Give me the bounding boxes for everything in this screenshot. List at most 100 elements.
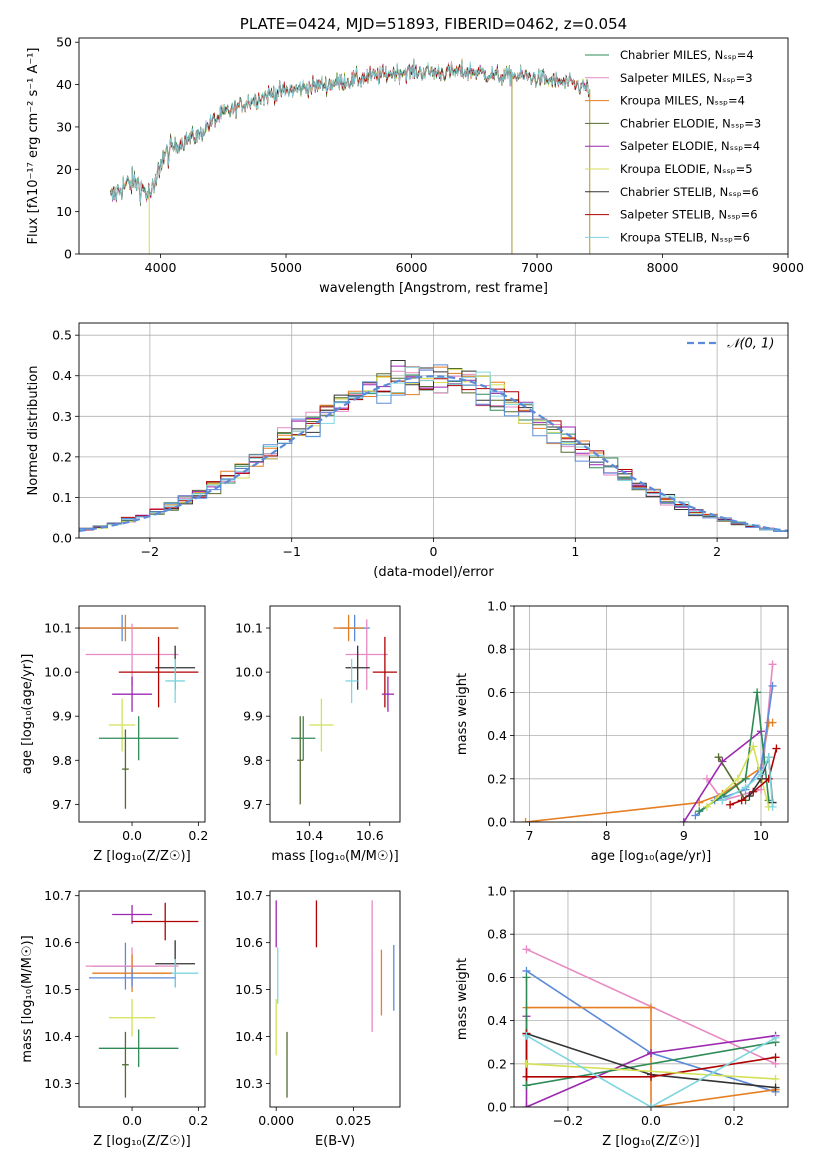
plot-area (521, 660, 781, 822)
chart-title: PLATE=0424, MJD=51893, FIBERID=0462, z=0… (240, 15, 627, 33)
weight-line-kroupa_miles (526, 1006, 776, 1107)
x-tick-label: 10.6 (356, 828, 384, 843)
chart-residuals: −2 −1 0 1 2 0.0 0.1 0.2 0.3 0.4 0.5 (data-model)/er… (26, 322, 789, 580)
weight-marker (756, 770, 765, 779)
y-tick-label: 0.2 (52, 449, 72, 464)
y-tick-label: 0.0 (52, 531, 72, 546)
axes-frame (269, 605, 401, 823)
x-tick-label: 10 (753, 828, 769, 843)
y-axis-label: mass [log₁₀(M/M☉)] (20, 935, 35, 1062)
legend-entry: Salpeter STELIB, Nₛₛₚ=6 (620, 208, 758, 222)
spectrum-line-kroupa_stelib (110, 59, 590, 204)
weight-marker (647, 1003, 655, 1012)
y-axis-label: age [log₁₀(age/yr)] (20, 654, 35, 775)
y-tick-label: 10 (56, 204, 72, 219)
x-tick-label: 9 (680, 828, 688, 843)
weight-marker (647, 1072, 655, 1081)
axes-frame (513, 605, 789, 823)
x-tick-label: 0.2 (724, 1113, 744, 1128)
x-tick-label: 10.4 (295, 828, 323, 843)
chart-mass-vs-Z: 0.0 0.2 10.3 10.4 10.5 10.6 10.7 Z [log₁₀(Z/Z☉)… (20, 888, 208, 1149)
plot-area (85, 902, 199, 1098)
x-tick-label: −0.2 (553, 1113, 583, 1128)
y-tick-label: 10.6 (235, 935, 263, 950)
y-tick-label: 9.7 (52, 797, 72, 812)
legend-entry: Chabrier ELODIE, Nₛₛₚ=3 (620, 116, 761, 130)
y-tick-label: 0.3 (52, 409, 72, 424)
legend-entry: Salpeter ELODIE, Nₛₛₚ=4 (620, 139, 760, 153)
y-tick-label: 10.5 (44, 982, 72, 997)
y-tick-label: 0.5 (52, 328, 72, 343)
y-tick-label: 9.7 (243, 797, 263, 812)
y-tick-label: 10.6 (44, 935, 72, 950)
y-tick-label: 0.4 (487, 1013, 507, 1028)
normal-curve (79, 375, 788, 532)
x-tick-label: 8000 (647, 260, 679, 275)
y-tick-label: 0.0 (487, 815, 507, 830)
x-axis-label: mass [log₁₀(M/M☉)] (271, 849, 398, 864)
weight-marker (771, 1053, 780, 1062)
weight-marker (521, 818, 530, 822)
axes-frame (78, 322, 789, 539)
y-axis-label: mass weight (455, 673, 470, 755)
x-tick-label: 6000 (396, 260, 428, 275)
x-axis-label: Z [log₁₀(Z/Z☉)] (602, 1134, 699, 1149)
x-tick-label: 0.2 (188, 828, 208, 843)
y-tick-label: 10.0 (44, 665, 72, 680)
weight-marker (768, 718, 777, 727)
spectrum-line-salpeter_elodie (110, 59, 590, 205)
axes-frame (78, 37, 789, 255)
axes-frame (269, 890, 401, 1108)
weight-marker (522, 1081, 531, 1090)
y-axis-label: Normed distribution (26, 366, 41, 496)
y-tick-label: 0.1 (52, 490, 72, 505)
y-tick-label: 9.9 (243, 709, 263, 724)
weight-marker (522, 973, 531, 982)
legend-entry: Salpeter MILES, Nₛₛₚ=3 (620, 71, 753, 85)
chart-weight-vs-Z: −0.2 0.0 0.2 0.0 0.2 0.4 0.6 0.8 1.0 Z [log₁₀(Z/Z… (455, 884, 789, 1149)
y-tick-label: 0.8 (487, 927, 507, 942)
weight-marker (522, 1103, 531, 1107)
x-tick-label: 0.000 (258, 1113, 294, 1128)
weight-marker (647, 1049, 655, 1057)
y-tick-label: 20 (56, 162, 72, 177)
weight-marker (737, 796, 746, 805)
y-tick-label: 40 (56, 77, 72, 92)
plot-area (110, 58, 591, 254)
x-axis-label: E(B-V) (315, 1134, 355, 1149)
weight-marker (764, 774, 773, 783)
weight-marker (522, 1072, 531, 1081)
weight-marker (772, 744, 781, 753)
y-tick-label: 50 (56, 35, 72, 50)
y-tick-label: 9.8 (243, 753, 263, 768)
chart-age-vs-mass: 10.4 10.6 9.7 9.8 9.9 10.0 10.1 mass [log₁₀(M/M… (235, 605, 401, 864)
weight-marker (768, 802, 777, 811)
x-tick-label: 0.025 (336, 1113, 372, 1128)
y-tick-label: 10.3 (44, 1076, 72, 1091)
legend-entry: Chabrier STELIB, Nₛₛₚ=6 (620, 185, 759, 199)
weight-line-salpeter_stelib (525, 1033, 776, 1078)
weight-marker (771, 1033, 780, 1042)
y-axis-label: Flux [fλ10⁻¹⁷ erg cm⁻² s⁻¹ A⁻¹] (26, 48, 41, 245)
weight-marker (522, 945, 531, 954)
weight-marker (679, 818, 688, 822)
y-tick-label: 10.4 (44, 1029, 72, 1044)
y-tick-label: 0.4 (52, 368, 72, 383)
y-tick-label: 30 (56, 119, 72, 134)
chart-spectrum: 4000 5000 6000 7000 8000 9000 0 10 20 30 40 50 wavel… (26, 15, 804, 296)
weight-marker (726, 800, 735, 809)
y-tick-label: 10.7 (235, 888, 263, 903)
y-tick-label: 0.2 (487, 1056, 507, 1071)
axes-frame (78, 890, 206, 1108)
y-axis-label: mass weight (455, 958, 470, 1040)
weight-marker (691, 811, 700, 820)
y-tick-label: 0.4 (487, 728, 507, 743)
y-tick-label: 0.2 (487, 771, 507, 786)
weight-line-kroupa_elodie (526, 1063, 776, 1080)
x-tick-label: 0 (430, 544, 438, 559)
weight-line-chabrier_elodie (717, 756, 747, 801)
plot-area (79, 614, 199, 809)
plot-area (79, 360, 788, 534)
weight-marker (702, 774, 711, 783)
weight-marker (771, 1083, 780, 1092)
